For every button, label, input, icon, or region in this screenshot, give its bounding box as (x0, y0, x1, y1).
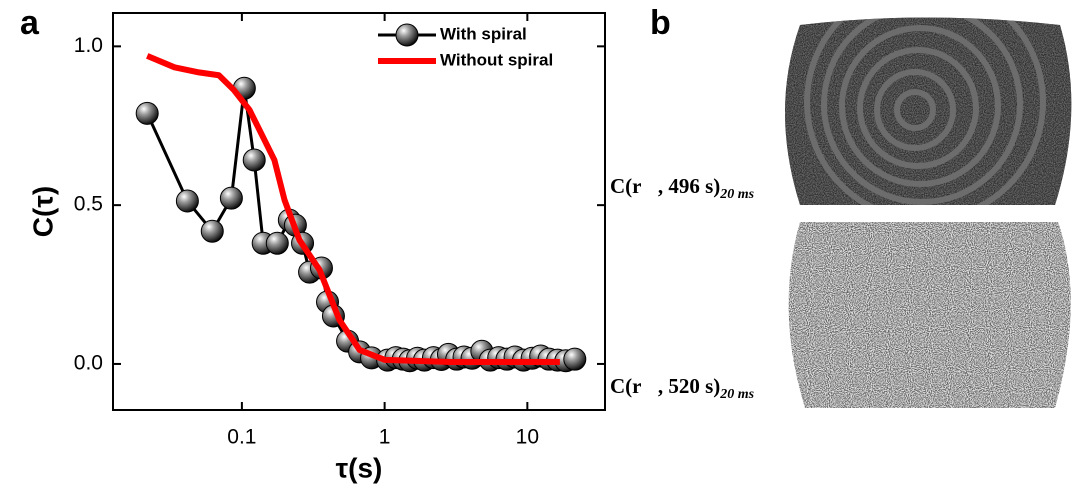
panel-label: a (20, 4, 40, 42)
image-label: C(r⃗, 520 s)20 ms (610, 374, 755, 402)
image-label: C(r⃗, 496 s)20 ms (610, 174, 755, 202)
panel-label: b (650, 4, 671, 42)
marker (219, 186, 243, 210)
x-tick-label: 0.1 (227, 426, 256, 449)
legend-label: With spiral (440, 24, 527, 43)
marker (265, 231, 289, 255)
y-axis-title: C(τ) (27, 186, 58, 237)
no-spiral-image (788, 222, 1071, 408)
image-label-main: C(r⃗, 496 s) (610, 174, 720, 198)
legend-label: Without spiral (440, 50, 553, 69)
series-line (146, 53, 560, 366)
plot-frame (112, 12, 606, 411)
y-tick-label: 0.5 (74, 193, 103, 216)
marker (200, 219, 224, 243)
x-axis-title: τ(s) (336, 452, 383, 483)
x-tick-label: 10 (516, 426, 539, 449)
y-tick-label: 0.0 (74, 351, 103, 374)
x-tick-label: 1 (379, 426, 391, 449)
marker (563, 347, 587, 371)
y-tick-label: 1.0 (74, 34, 103, 57)
marker (242, 148, 266, 172)
spiral-image (785, 17, 1072, 205)
legend-swatch (395, 23, 419, 47)
marker (175, 189, 199, 213)
image-label-sub: 20 ms (719, 187, 754, 202)
image-label-main: C(r⃗, 520 s) (610, 374, 720, 398)
image-label-sub: 20 ms (719, 387, 754, 402)
marker (135, 101, 159, 125)
